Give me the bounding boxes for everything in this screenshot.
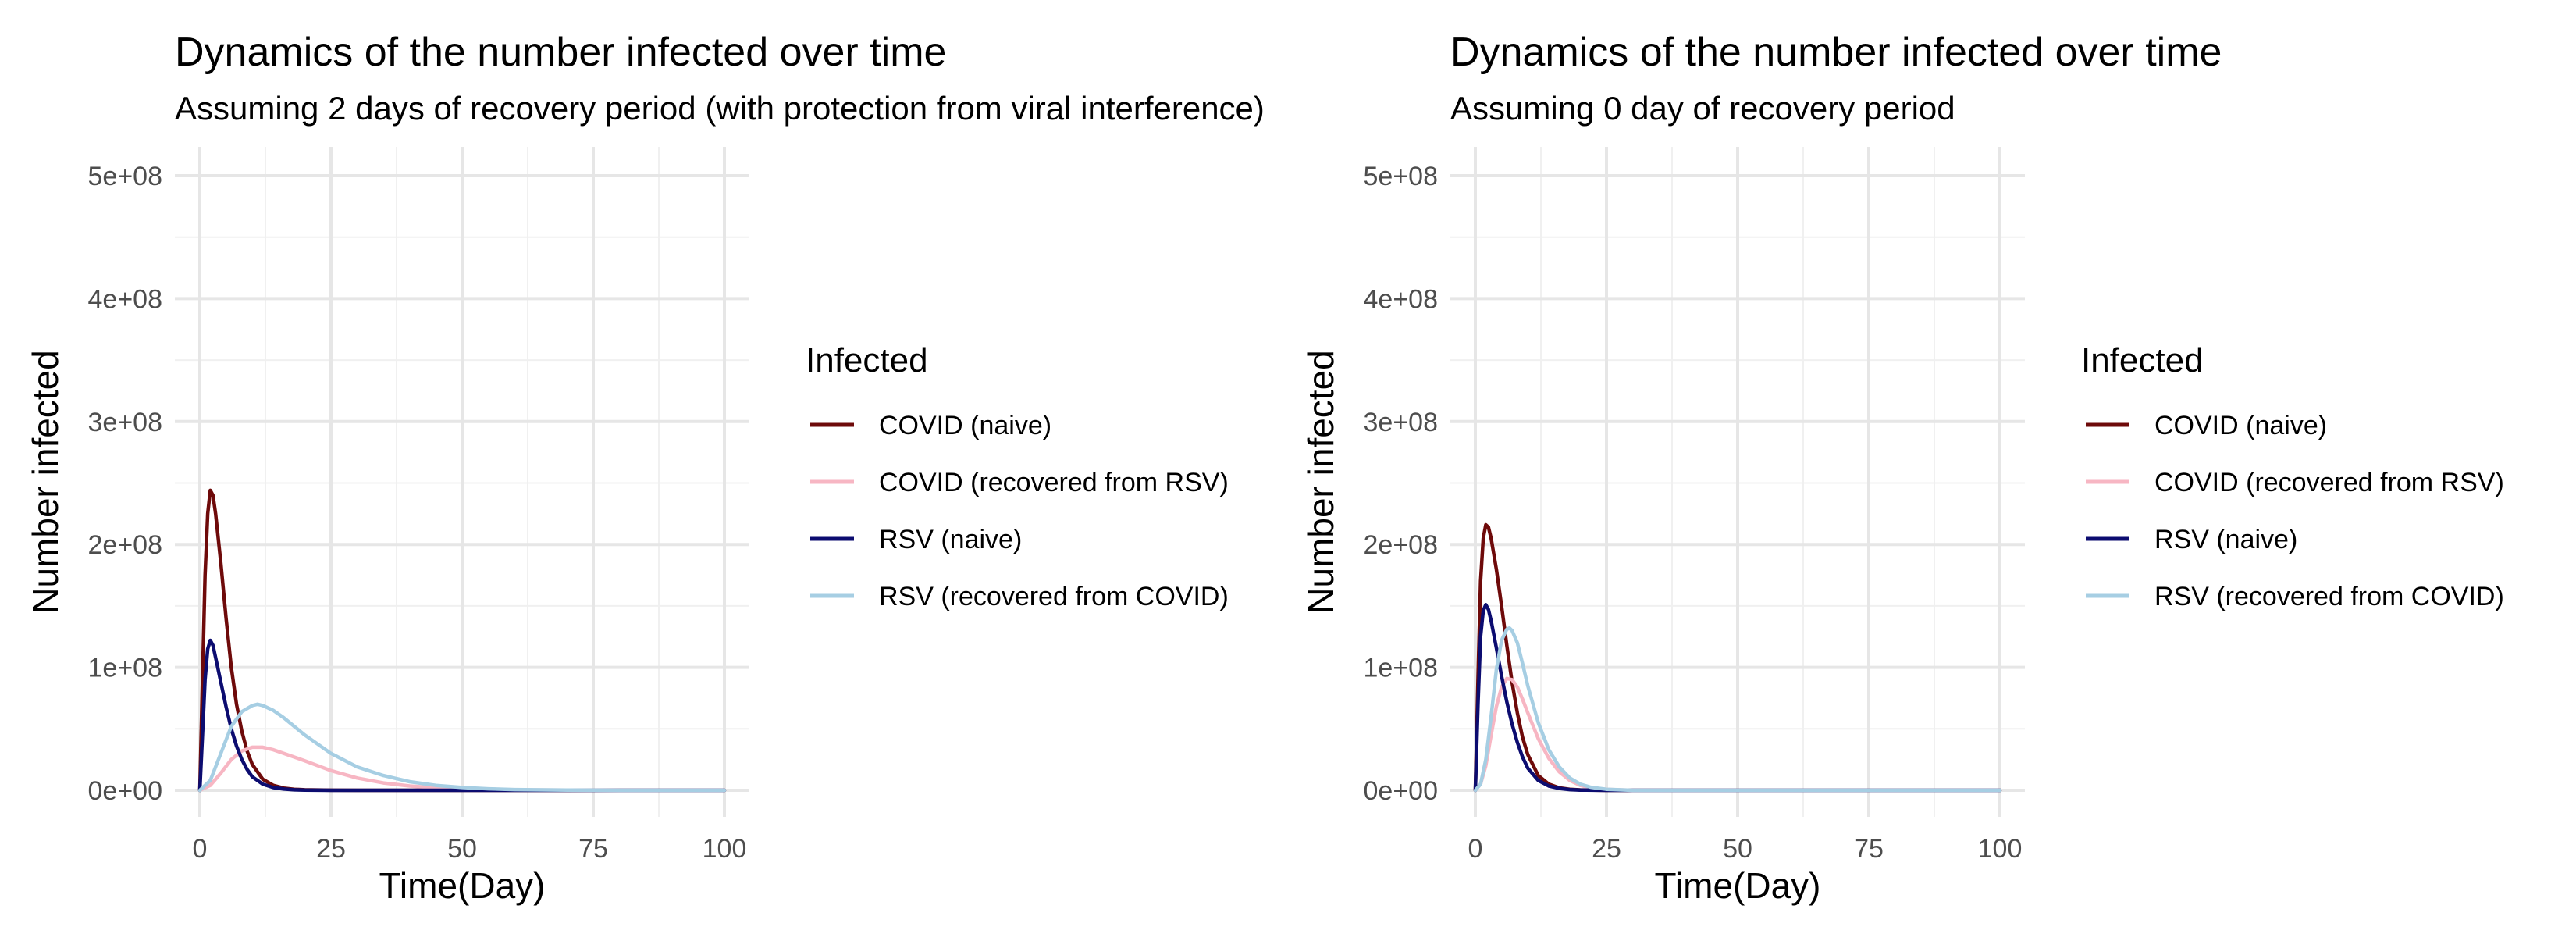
series-lines <box>1473 522 2002 793</box>
y-tick-label: 2e+08 <box>88 530 163 560</box>
series-line <box>197 638 727 793</box>
x-tick-label: 25 <box>316 834 346 864</box>
x-axis-title: Time(Day) <box>1655 865 1821 906</box>
legend-label: RSV (naive) <box>879 525 1022 554</box>
series-line <box>1473 626 2002 793</box>
legend-label: COVID (recovered from RSV) <box>879 468 1229 497</box>
y-axis-title: Number infected <box>25 350 66 614</box>
y-tick-label: 1e+08 <box>1364 654 1439 683</box>
y-tick-label: 4e+08 <box>88 284 163 314</box>
legend-title: Infected <box>2081 341 2204 380</box>
chart-title: Dynamics of the number infected over tim… <box>1450 30 2222 75</box>
x-tick-label: 25 <box>1592 834 1621 864</box>
y-axis-title: Number infected <box>1300 350 1341 614</box>
legend: Infected COVID (naive) COVID (recovered fr… <box>806 341 1229 611</box>
series-lines <box>197 488 727 793</box>
y-tick-label: 4e+08 <box>1364 284 1439 314</box>
major-gridlines <box>175 147 749 817</box>
series-line <box>197 702 727 793</box>
legend-label: RSV (recovered from COVID) <box>879 582 1229 611</box>
y-tick-label: 0e+00 <box>88 776 163 806</box>
legend-label: COVID (recovered from RSV) <box>2154 468 2504 497</box>
y-tick-label: 2e+08 <box>1364 530 1439 560</box>
chart-panel-2: 0 25 50 75 100 0e+00 1e+08 2e+08 3e+08 4e+08 5e+08… <box>1300 30 2504 906</box>
legend-label: RSV (naive) <box>2154 525 2297 554</box>
y-tick-label: 0e+00 <box>1364 776 1439 806</box>
legend-label: RSV (recovered from COVID) <box>2154 582 2504 611</box>
x-tick-label: 0 <box>193 834 208 864</box>
x-tick-label: 75 <box>1854 834 1884 864</box>
x-tick-label: 100 <box>703 834 747 864</box>
major-gridlines <box>1450 147 2025 817</box>
x-tick-label: 100 <box>1978 834 2023 864</box>
chart-panel-1: 0 25 50 75 100 0e+00 1e+08 2e+08 3e+08 4e+08 5e+08… <box>25 30 1265 906</box>
legend-title: Infected <box>806 341 928 380</box>
x-tick-label: 50 <box>1723 834 1752 864</box>
legend-label: COVID (naive) <box>879 411 1051 440</box>
x-tick-label: 0 <box>1468 834 1483 864</box>
y-tick-label: 1e+08 <box>88 654 163 683</box>
legend-label: COVID (naive) <box>2154 411 2327 440</box>
chart-title: Dynamics of the number infected over tim… <box>175 30 946 75</box>
x-axis-title: Time(Day) <box>379 865 546 906</box>
y-tick-label: 3e+08 <box>88 408 163 437</box>
y-tick-label: 5e+08 <box>88 162 163 191</box>
chart-subtitle: Assuming 2 days of recovery period (with… <box>175 90 1265 127</box>
x-tick-label: 75 <box>578 834 608 864</box>
y-tick-label: 3e+08 <box>1364 408 1439 437</box>
legend: Infected COVID (naive) COVID (recovered fr… <box>2081 341 2504 611</box>
chart-subtitle: Assuming 0 day of recovery period <box>1450 90 1955 127</box>
x-tick-label: 50 <box>447 834 477 864</box>
y-tick-label: 5e+08 <box>1364 162 1439 191</box>
